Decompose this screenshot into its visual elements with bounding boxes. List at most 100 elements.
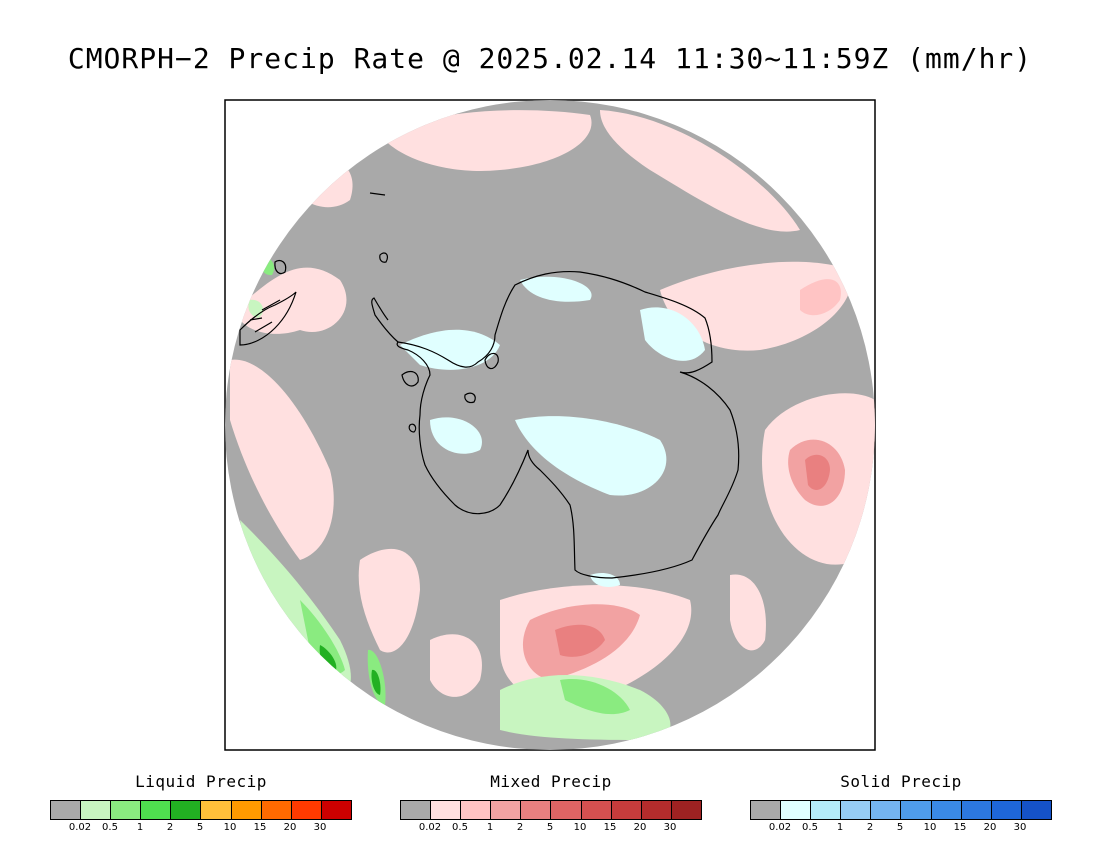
mixed-precip-region xyxy=(730,574,766,651)
solid-precip-region xyxy=(640,307,705,361)
solid-precip-region xyxy=(400,329,500,370)
legend-tick-label: 1 xyxy=(836,822,844,833)
island-coastline xyxy=(408,423,417,433)
legend-colorbar xyxy=(750,800,1052,820)
legend-swatch xyxy=(1021,801,1051,819)
legend-tick-label: 30 xyxy=(1013,822,1027,833)
legend-swatch xyxy=(671,801,701,819)
legend-swatch xyxy=(931,801,962,819)
legend-swatch xyxy=(751,801,782,819)
mixed-precip-region xyxy=(358,548,420,653)
legend-swatch xyxy=(901,801,932,819)
mixed-precip-region xyxy=(600,110,800,232)
legend-liquid: Liquid Precip 0.02 0.5 1 2 5 10 15 20 30 xyxy=(50,772,352,836)
legend-swatch xyxy=(581,801,612,819)
legend-swatch xyxy=(291,801,322,819)
liquid-precip-region xyxy=(560,679,630,715)
legend-title: Solid Precip xyxy=(840,772,962,791)
solid-precip-region xyxy=(430,417,482,454)
legend-swatch xyxy=(491,801,522,819)
legend-swatch xyxy=(171,801,202,819)
liquid-precip-region xyxy=(300,600,345,674)
legend-tick-label: 1 xyxy=(486,822,494,833)
mixed-precip-region xyxy=(235,267,347,334)
legend-swatch xyxy=(551,801,582,819)
legend-swatch xyxy=(231,801,262,819)
legend-tick-label: 20 xyxy=(633,822,647,833)
legend-mixed: Mixed Precip 0.02 0.5 1 2 5 10 15 20 30 xyxy=(400,772,702,836)
legend-tick-label: 20 xyxy=(283,822,297,833)
legend-tick-label: 0.5 xyxy=(102,822,118,833)
legend-swatch xyxy=(81,801,112,819)
coastline xyxy=(371,252,740,579)
legend-tick-label: 2 xyxy=(166,822,174,833)
legend-swatch xyxy=(321,801,351,819)
island-coastline xyxy=(464,392,476,404)
legend-swatch xyxy=(461,801,492,819)
legend-tick-label: 15 xyxy=(603,822,617,833)
legend-swatch xyxy=(201,801,232,819)
legend-tick-label: 15 xyxy=(953,822,967,833)
legend-tick-label: 0.02 xyxy=(418,822,442,833)
island-coastline xyxy=(484,352,499,370)
legend-tick-label: 0.5 xyxy=(452,822,468,833)
legend-swatch xyxy=(841,801,872,819)
south-america-tip-coastline xyxy=(274,259,287,275)
precip-field xyxy=(230,110,875,740)
legend-swatch xyxy=(401,801,432,819)
mixed-precip-region xyxy=(800,279,841,316)
legend-tick-label: 2 xyxy=(516,822,524,833)
legend-swatch xyxy=(991,801,1022,819)
legend-swatch xyxy=(781,801,812,819)
legend-title: Liquid Precip xyxy=(135,772,267,791)
chart-title: CMORPH−2 Precip Rate @ 2025.02.14 11:30~… xyxy=(67,42,1033,75)
mixed-precip-region xyxy=(230,359,334,560)
antarctica-coastline xyxy=(396,270,740,579)
legend-tick-label: 5 xyxy=(896,822,904,833)
island-coastline xyxy=(401,370,419,387)
legend-tick-label: 10 xyxy=(223,822,237,833)
legend-title: Mixed Precip xyxy=(490,772,612,791)
legend-tick-label: 30 xyxy=(663,822,677,833)
legend-tick-label: 0.02 xyxy=(68,822,92,833)
south-georgia-coastline xyxy=(369,192,386,196)
legend-tick-label: 20 xyxy=(983,822,997,833)
legend-tick-label: 10 xyxy=(573,822,587,833)
liquid-precip-region xyxy=(319,645,337,672)
legend-tick-label: 15 xyxy=(253,822,267,833)
legend-tick-label: 10 xyxy=(923,822,937,833)
south-america-tip-coastline xyxy=(249,299,281,333)
mixed-precip-region xyxy=(805,454,830,490)
liquid-precip-region xyxy=(371,669,381,695)
legend-solid: Solid Precip 0.02 0.5 1 2 5 10 15 20 30 xyxy=(750,772,1052,836)
solid-precip-region xyxy=(515,416,667,496)
legend-tick-label: 30 xyxy=(313,822,327,833)
legend-swatch xyxy=(611,801,642,819)
solid-precip-region xyxy=(590,573,620,587)
legend-ticks: 0.02 0.5 1 2 5 10 15 20 30 xyxy=(400,822,702,836)
legend-swatch xyxy=(811,801,842,819)
legend-swatch xyxy=(641,801,672,819)
south-america-tip-coastline xyxy=(239,291,297,346)
legend-tick-label: 0.5 xyxy=(802,822,818,833)
legend-swatch xyxy=(261,801,292,819)
legend-tick-label: 2 xyxy=(866,822,874,833)
mixed-precip-region xyxy=(555,624,605,657)
legend-swatch xyxy=(51,801,82,819)
legend-swatch xyxy=(141,801,172,819)
legend-ticks: 0.02 0.5 1 2 5 10 15 20 30 xyxy=(750,822,1052,836)
solid-precip-region xyxy=(520,276,592,302)
legend-swatch xyxy=(111,801,142,819)
legend-swatch xyxy=(961,801,992,819)
legend-swatch xyxy=(431,801,462,819)
mixed-precip-region xyxy=(430,634,482,697)
coastline xyxy=(239,192,386,346)
mixed-precip-region xyxy=(380,110,592,171)
legend-tick-label: 5 xyxy=(196,822,204,833)
legend-swatch xyxy=(521,801,552,819)
legend-tick-label: 1 xyxy=(136,822,144,833)
legend-tick-label: 0.02 xyxy=(768,822,792,833)
antarctic-peninsula-coastline xyxy=(371,297,399,343)
legend-colorbar xyxy=(50,800,352,820)
